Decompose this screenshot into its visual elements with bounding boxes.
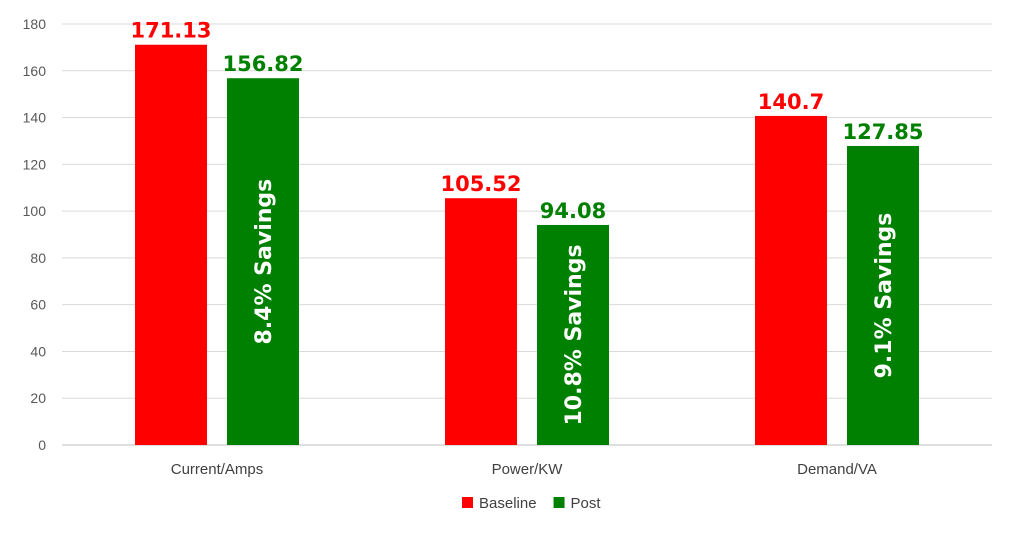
bar-baseline xyxy=(755,115,827,445)
data-labels: 171.13 156.82 105.52 94.08 140.7 127.85 xyxy=(130,19,923,223)
bar-baseline xyxy=(135,44,207,446)
category-label: Demand/VA xyxy=(797,461,877,478)
legend-label: Post xyxy=(571,495,602,512)
data-label-post: 127.85 xyxy=(842,120,923,144)
bar-post xyxy=(847,145,919,445)
data-label-baseline: 140.7 xyxy=(758,90,824,114)
y-tick-label: 20 xyxy=(30,390,46,406)
category-label: Power/KW xyxy=(492,461,564,478)
y-tick-label: 0 xyxy=(38,437,46,453)
y-tick-label: 160 xyxy=(23,63,47,79)
savings-annotations: 8.4% Savings 10.8% Savings 9.1% Savings xyxy=(252,179,897,426)
data-label-baseline: 105.52 xyxy=(440,172,521,196)
y-tick-label: 40 xyxy=(30,343,46,359)
data-label-baseline: 171.13 xyxy=(130,19,211,43)
savings-annotation: 8.4% Savings xyxy=(252,179,277,345)
data-label-post: 156.82 xyxy=(222,52,303,76)
bars xyxy=(135,44,919,446)
legend-label: Baseline xyxy=(479,495,537,512)
data-label-post: 94.08 xyxy=(540,199,606,223)
legend: Baseline Post xyxy=(462,495,601,512)
y-tick-label: 120 xyxy=(23,156,47,172)
y-tick-label: 140 xyxy=(23,110,47,126)
y-tick-label: 100 xyxy=(23,203,47,219)
y-tick-label: 60 xyxy=(30,297,46,313)
x-axis: Current/Amps Power/KW Demand/VA xyxy=(171,461,877,478)
bar-post xyxy=(227,78,299,445)
category-label: Current/Amps xyxy=(171,461,264,478)
savings-annotation: 10.8% Savings xyxy=(562,244,587,425)
y-tick-label: 180 xyxy=(23,16,47,32)
y-axis: 0 20 40 60 80 100 120 140 160 180 xyxy=(23,16,47,453)
legend-swatch xyxy=(462,497,473,508)
gridlines xyxy=(62,23,992,446)
y-tick-label: 80 xyxy=(30,250,46,266)
savings-annotation: 9.1% Savings xyxy=(872,213,897,379)
bar-post xyxy=(537,224,609,445)
legend-swatch xyxy=(553,497,565,508)
bar-baseline xyxy=(445,198,517,445)
